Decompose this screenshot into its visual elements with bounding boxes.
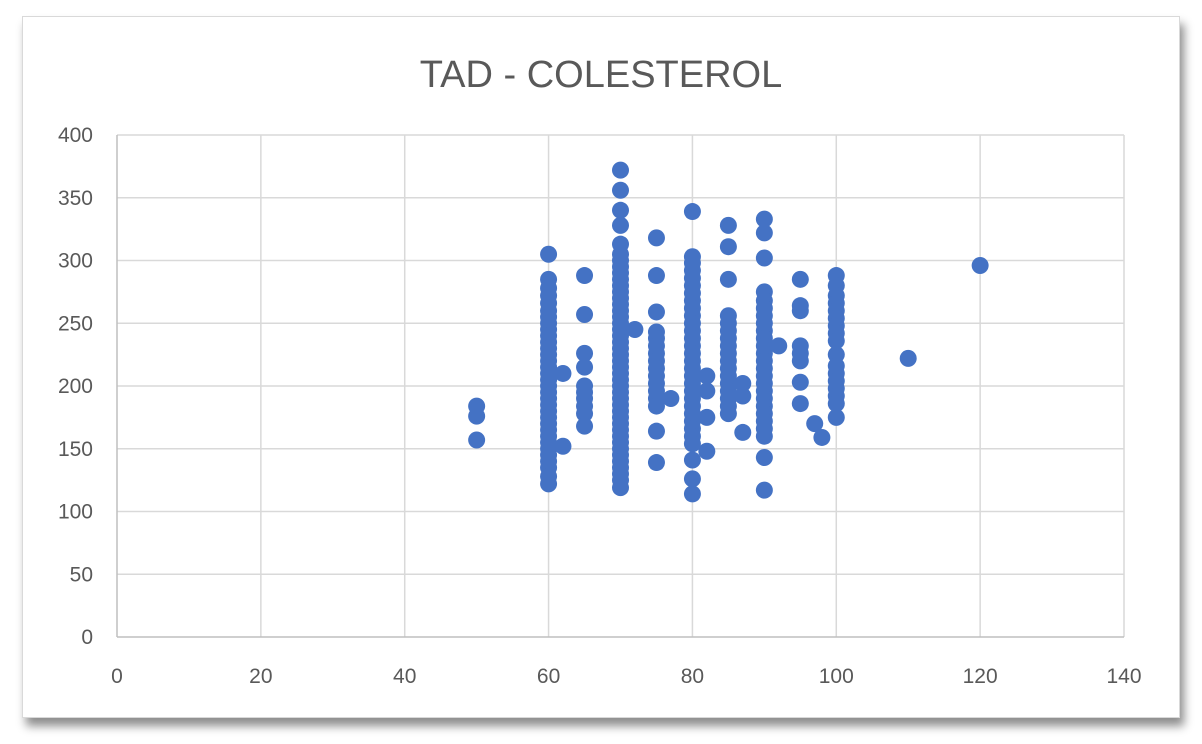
- data-point: [698, 382, 716, 400]
- x-tick-label: 120: [963, 665, 998, 688]
- data-point: [755, 449, 773, 467]
- y-tick-label: 0: [81, 626, 93, 649]
- data-point: [576, 358, 594, 376]
- data-point: [827, 395, 845, 413]
- data-point: [827, 408, 845, 426]
- data-point: [612, 181, 629, 199]
- y-tick-label: 250: [58, 312, 93, 335]
- axes: [116, 135, 1124, 638]
- data-point: [576, 417, 594, 435]
- data-point: [755, 481, 773, 499]
- chart-frame: TAD - COLESTEROL 0 50 100 150 200 250 300 350 40…: [22, 16, 1180, 718]
- data-point: [612, 216, 629, 234]
- data-point: [755, 224, 773, 242]
- data-point: [719, 405, 737, 423]
- data-point: [612, 161, 629, 179]
- data-point: [626, 321, 644, 339]
- data-point: [813, 428, 831, 446]
- data-point: [791, 373, 809, 391]
- data-point: [576, 405, 594, 423]
- data-point: [554, 364, 572, 382]
- x-tick-label: 80: [681, 665, 704, 688]
- data-point: [683, 435, 701, 453]
- x-tick-label: 60: [537, 665, 560, 688]
- data-point: [791, 302, 809, 320]
- data-point: [647, 303, 665, 321]
- data-point: [770, 337, 788, 355]
- data-point: [683, 451, 701, 469]
- data-point: [576, 267, 594, 285]
- data-point: [827, 332, 845, 350]
- chart-title: TAD - COLESTEROL: [420, 54, 782, 96]
- data-point: [734, 387, 752, 405]
- data-point: [791, 395, 809, 413]
- y-tick-label: 100: [58, 501, 93, 524]
- data-point: [647, 267, 665, 285]
- data-point: [719, 216, 737, 234]
- data-point: [683, 485, 701, 503]
- y-tick-label: 150: [58, 438, 93, 461]
- y-tick-label: 300: [58, 250, 93, 273]
- x-tick-label: 100: [819, 665, 854, 688]
- data-point: [612, 201, 629, 219]
- data-point: [755, 427, 773, 445]
- data-point: [647, 229, 665, 247]
- data-point: [806, 415, 824, 433]
- y-tick-label: 50: [70, 563, 93, 586]
- data-point: [791, 352, 809, 370]
- data-point: [755, 249, 773, 267]
- data-point: [683, 470, 701, 488]
- data-point: [734, 374, 752, 392]
- data-point: [612, 479, 629, 497]
- data-point: [971, 257, 989, 275]
- data-point: [468, 431, 486, 449]
- data-point: [755, 210, 773, 228]
- data-point: [719, 238, 737, 256]
- data-point: [791, 270, 809, 288]
- data-point: [719, 270, 737, 288]
- data-point: [698, 442, 716, 460]
- data-point: [540, 475, 558, 493]
- data-point: [683, 203, 701, 221]
- x-tick-label: 140: [1106, 665, 1141, 688]
- data-point: [576, 344, 594, 362]
- tick-labels: 0 50 100 150 200 250 300 350 400 0 20 40 60 80 100 120 1…: [58, 124, 1142, 688]
- data-point: [698, 367, 716, 385]
- data-point: [662, 390, 680, 408]
- data-point: [647, 397, 665, 415]
- data-point: [647, 454, 665, 472]
- y-tick-label: 400: [58, 124, 93, 147]
- y-tick-label: 350: [58, 187, 93, 210]
- data-point: [540, 245, 558, 263]
- data-point: [899, 349, 917, 367]
- x-tick-label: 40: [393, 665, 416, 688]
- scatter-chart: TAD - COLESTEROL 05010015020025030035040…: [58, 54, 1142, 688]
- x-tick-label: 20: [249, 665, 272, 688]
- data-point: [554, 437, 572, 455]
- x-tick-label: 0: [111, 665, 123, 688]
- data-point: [698, 408, 716, 426]
- data-points: [468, 161, 989, 503]
- data-point: [576, 305, 594, 323]
- data-point: [468, 407, 486, 425]
- data-point: [647, 422, 665, 440]
- y-tick-label: 200: [58, 375, 93, 398]
- data-point: [734, 423, 752, 441]
